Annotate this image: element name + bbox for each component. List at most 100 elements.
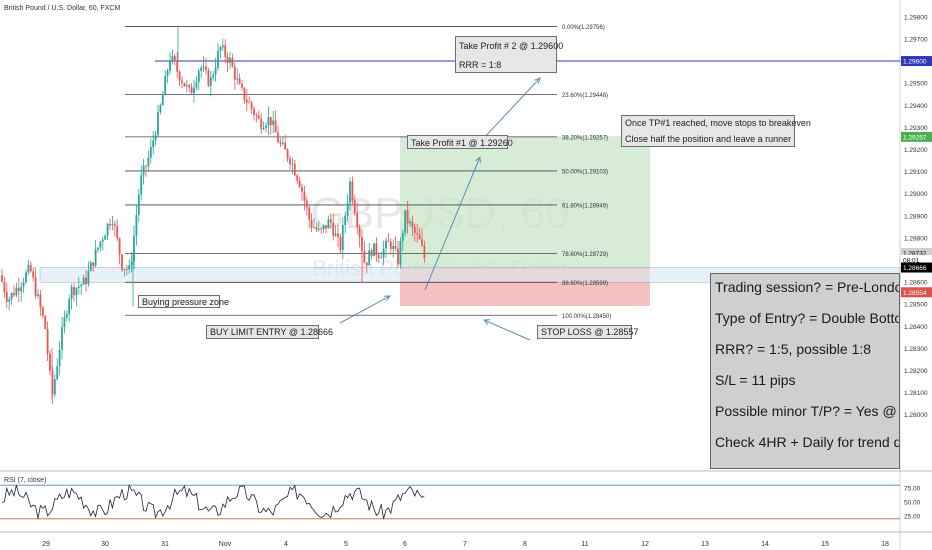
candle-body [337, 233, 339, 238]
candle-body [56, 366, 59, 380]
candle-body [130, 261, 133, 266]
candle-body [13, 292, 15, 296]
candle-body [298, 180, 301, 187]
candle-body [301, 186, 303, 192]
candle-body [375, 243, 378, 256]
candle-body [75, 287, 78, 296]
candle-body [20, 286, 23, 292]
candle-body [128, 265, 131, 270]
price-tag-text: 1.28732 [903, 250, 927, 257]
candle-body [142, 165, 145, 176]
fib-label: 38.20%(1.29257) [562, 135, 608, 141]
candle-body [346, 202, 349, 216]
candle-body [176, 61, 179, 72]
buy-limit-annotation[interactable]: BUY LIMIT ENTRY @ 1.28666 [206, 325, 333, 339]
price-tick: 1.29000 [904, 191, 928, 198]
candle-body [253, 108, 255, 115]
time-tick: 30 [101, 541, 109, 548]
candle-body [205, 66, 207, 71]
fib-label: 0.00%(1.29756) [562, 25, 605, 31]
candle-body [353, 200, 356, 214]
time-tick: 5 [344, 541, 348, 548]
candle-body [349, 181, 351, 203]
tp1-annotation[interactable]: Take Profit #1 @ 1.29260 [407, 135, 513, 149]
candle-body [291, 163, 294, 165]
candle-body [106, 223, 109, 236]
price-tick: 1.29700 [904, 36, 928, 43]
time-tick: 15 [821, 541, 829, 548]
tp2-annotation[interactable]: Take Profit # 2 @ 1.29600 RRR = 1:8 [455, 36, 563, 73]
candle-body [257, 115, 260, 119]
stop-loss-annotation[interactable]: STOP LOSS @ 1.28557 [537, 325, 638, 339]
candle-body [159, 105, 162, 113]
arrow-stop-loss [483, 319, 531, 341]
price-tag [901, 287, 932, 298]
candle-body [10, 292, 13, 300]
breakeven-note-line2: Close half the position and leave a runn… [625, 134, 792, 144]
candle-body [226, 56, 229, 63]
candle-body [49, 353, 51, 371]
candle-body [224, 45, 227, 57]
candle-body [145, 165, 147, 167]
candle-body [341, 224, 344, 250]
time-tick: 11 [581, 541, 588, 548]
candle-body [399, 240, 402, 265]
candle-body [394, 245, 397, 249]
profit-zone [400, 136, 650, 268]
candle-body [104, 235, 107, 240]
candle-body [171, 55, 174, 61]
candle-body [368, 250, 371, 266]
candle-body [34, 277, 37, 296]
price-tag [901, 262, 932, 273]
price-tag [901, 131, 932, 142]
price-tick: 1.29200 [904, 147, 928, 154]
buying-zone-label[interactable]: Buying pressure zone [138, 295, 229, 308]
candle-body [325, 225, 327, 229]
trade-checklist[interactable]: Trading session? = Pre-London Type of Ent… [710, 273, 900, 469]
candle-body [118, 238, 121, 255]
candle-body [334, 233, 337, 236]
candle-body [188, 85, 191, 88]
candle-body [183, 82, 186, 87]
candle-body [190, 87, 193, 94]
candle-body [361, 237, 363, 251]
candle-body [233, 66, 236, 80]
candle-body [411, 221, 414, 228]
fib-label: 61.80%(1.28949) [562, 203, 608, 209]
time-tick: 4 [284, 541, 288, 548]
breakeven-note[interactable]: Once TP#1 reached, move stops to breakev… [621, 115, 811, 147]
time-tick: 12 [641, 541, 649, 548]
candle-body [135, 215, 138, 236]
candle-body [236, 78, 239, 80]
price-tick: 1.28800 [904, 235, 928, 242]
candle-body [25, 272, 27, 283]
candle-body [99, 241, 102, 248]
candle-body [17, 287, 20, 292]
price-tag [901, 56, 932, 67]
rsi-line [1, 483, 425, 519]
candle-body [356, 213, 359, 228]
candle-body [305, 200, 308, 208]
candle-body [385, 240, 387, 249]
candle-body [97, 247, 99, 250]
candle-body [29, 264, 32, 272]
price-tick: 1.28000 [904, 412, 928, 419]
rsi-label: RSI (7, close) [4, 477, 47, 484]
candle-body [289, 158, 291, 165]
arrow-stop-loss-head [482, 319, 491, 325]
candle-body [219, 47, 222, 52]
candle-body [82, 277, 85, 285]
candle-body [152, 140, 155, 148]
time-tick: 18 [881, 541, 889, 548]
time-tick: 6 [403, 541, 407, 548]
candle-body [70, 286, 73, 299]
price-tag-text: 1.28554 [903, 290, 927, 297]
candle-body [380, 257, 383, 259]
candle-body [149, 147, 152, 158]
time-tick: 8 [523, 541, 527, 548]
price-tick: 1.29800 [904, 14, 928, 21]
candle-body [209, 77, 212, 86]
candle-body [15, 287, 18, 296]
candle-body [310, 219, 313, 228]
